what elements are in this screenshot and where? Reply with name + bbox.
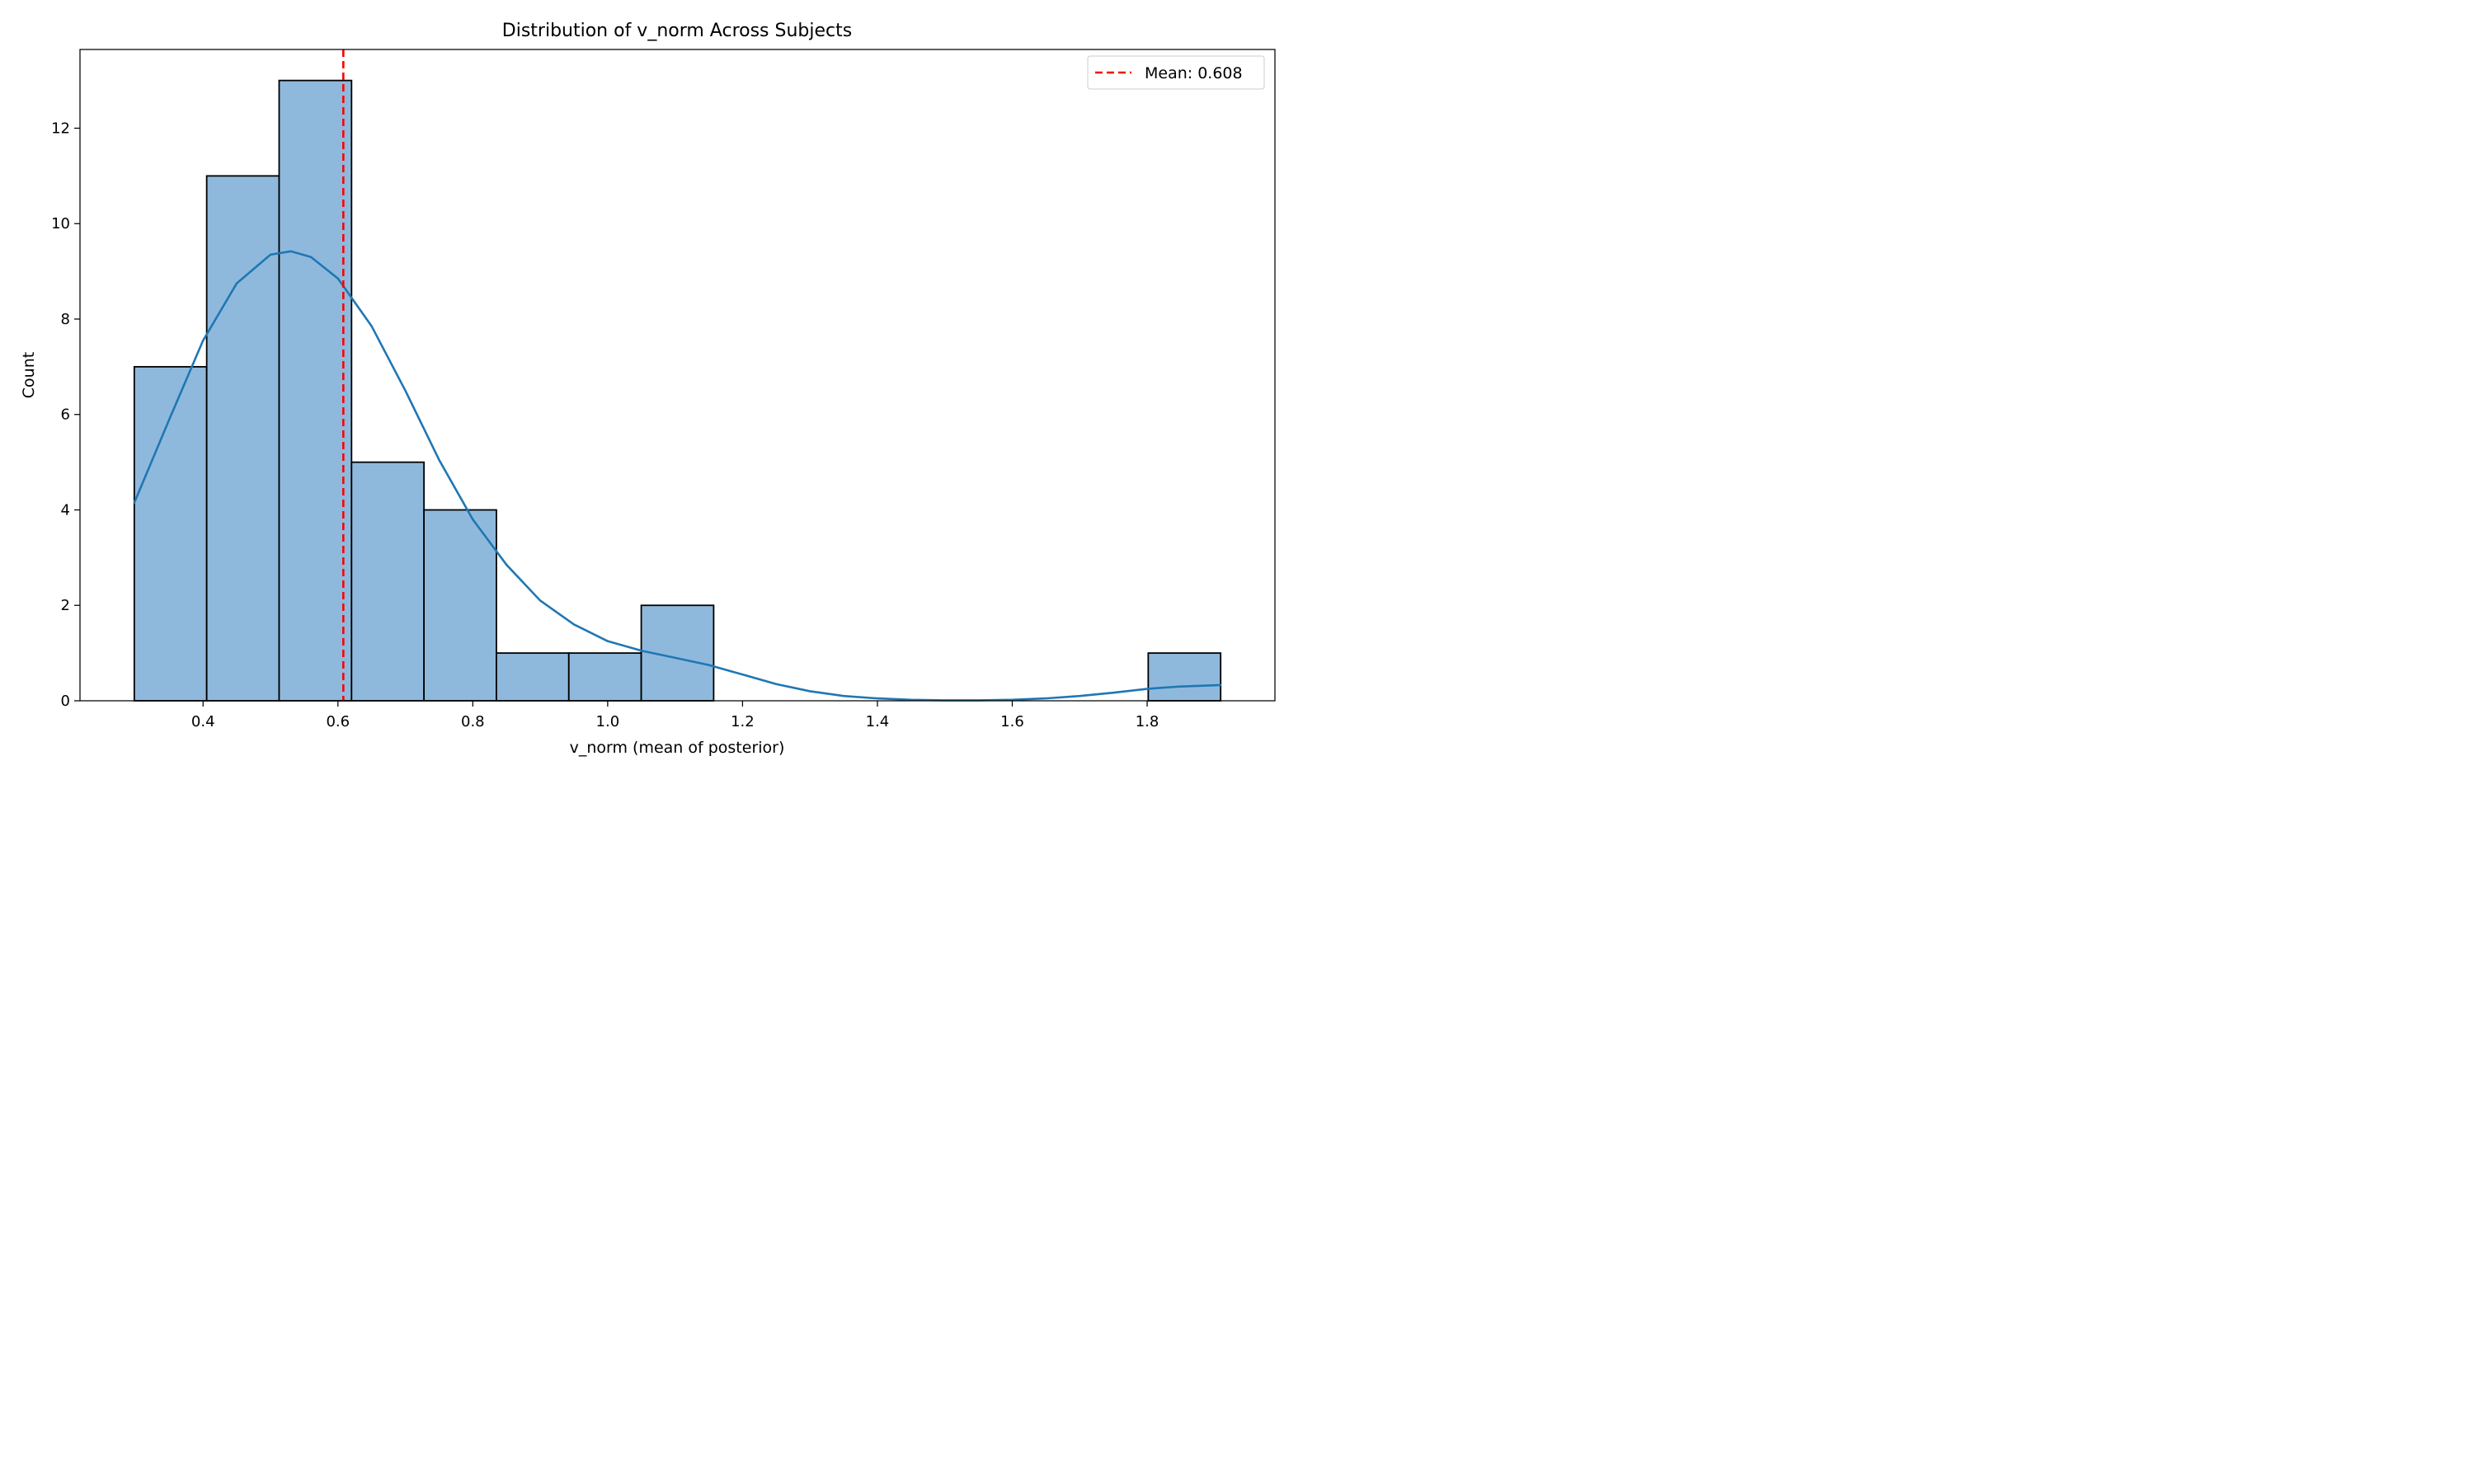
- y-tick-label: 12: [51, 120, 70, 137]
- histogram-bar: [1147, 652, 1222, 702]
- histogram-bar: [278, 79, 353, 702]
- y-axis-ticks: 0 2 4 6 8 10 12: [51, 120, 80, 710]
- x-tick-label: 1.4: [866, 713, 890, 730]
- kde-layer: [133, 250, 1222, 702]
- histogram-chart: Distribution of v_norm Across Subjects 0…: [0, 0, 1290, 775]
- y-tick-label: 8: [61, 311, 70, 328]
- y-tick-label: 10: [51, 215, 70, 232]
- plot-area-frame: [79, 49, 1276, 702]
- y-tick-label: 0: [61, 693, 70, 710]
- y-axis-label: Count: [20, 352, 38, 398]
- x-tick-label: 0.8: [461, 713, 485, 730]
- histogram-bar: [205, 175, 280, 702]
- chart-title: Distribution of v_norm Across Subjects: [502, 21, 852, 41]
- histogram-bar: [567, 652, 642, 702]
- x-axis-label: v_norm (mean of posterior): [570, 739, 785, 757]
- x-tick-label: 1.6: [1000, 713, 1024, 730]
- x-tick-label: 1.2: [731, 713, 755, 730]
- legend-mean-label: Mean: 0.608: [1145, 64, 1243, 82]
- histogram-bar: [350, 461, 426, 702]
- x-tick-label: 0.6: [326, 713, 350, 730]
- kde-curve: [133, 250, 1222, 702]
- legend: Mean: 0.608: [1087, 55, 1265, 90]
- y-tick-label: 6: [61, 406, 70, 424]
- x-tick-label: 1.8: [1136, 713, 1159, 730]
- y-tick-label: 4: [61, 501, 70, 519]
- histogram-bar: [496, 652, 570, 702]
- y-tick-label: 2: [61, 597, 70, 614]
- x-tick-label: 1.0: [596, 713, 620, 730]
- x-axis-ticks: 0.4 0.6 0.8 1.0 1.2 1.4 1.6 1.8: [191, 701, 1159, 730]
- x-tick-label: 0.4: [191, 713, 215, 730]
- bars-layer: [133, 79, 1222, 702]
- histogram-bar: [133, 365, 208, 702]
- histogram-bar: [423, 509, 497, 702]
- legend-box: [1087, 55, 1265, 90]
